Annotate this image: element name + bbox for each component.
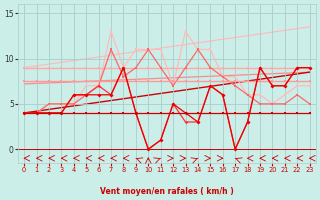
X-axis label: Vent moyen/en rafales ( km/h ): Vent moyen/en rafales ( km/h ) (100, 187, 234, 196)
